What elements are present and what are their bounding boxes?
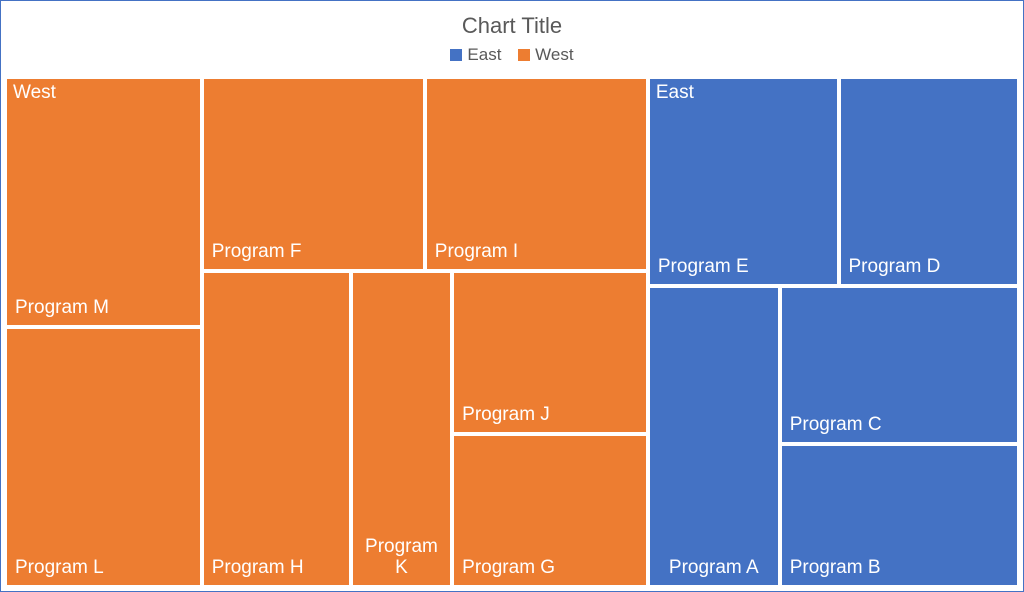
treemap-chart: Chart Title East West West Program M Progr… [0, 0, 1024, 592]
treemap-cell: Program K [351, 271, 452, 587]
legend-swatch-east [450, 49, 462, 61]
legend-label-west: West [535, 45, 573, 65]
treemap-cell: Program B [780, 444, 1019, 587]
treemap-cell: Program J [452, 271, 648, 434]
legend-label-east: East [467, 45, 501, 65]
treemap-cell: Program F [202, 77, 425, 271]
treemap-group-label: West [13, 83, 56, 104]
treemap-cell: East Program E [648, 77, 839, 286]
chart-title: Chart Title [1, 1, 1023, 39]
legend-swatch-west [518, 49, 530, 61]
treemap-cell-label: Program G [458, 558, 559, 579]
treemap-cell-label: Program F [208, 242, 306, 263]
treemap-cell-label: Program E [654, 257, 753, 278]
treemap-cell: Program H [202, 271, 351, 587]
treemap-group-label: East [656, 83, 694, 104]
treemap-cell: Program I [425, 77, 648, 271]
treemap-cell: Program C [780, 286, 1019, 444]
treemap-cell-label: Program A [650, 558, 778, 579]
legend-item-east: East [450, 45, 501, 65]
treemap-cell-label: Program H [208, 558, 308, 579]
treemap-cell-label: Program K [353, 537, 450, 579]
treemap-cell-label: Program D [845, 257, 945, 278]
treemap-cell-label: Program I [431, 242, 522, 263]
treemap-cell-label: Program L [11, 558, 108, 579]
treemap-cell-label: Program J [458, 405, 554, 426]
treemap-cell: Program L [5, 327, 202, 587]
treemap-cell: Program D [839, 77, 1019, 286]
treemap-cell: Program G [452, 434, 648, 587]
treemap-plot-area: West Program M Program L Program F Program I… [5, 77, 1019, 587]
treemap-cell: Program A [648, 286, 780, 587]
treemap-cell-label: Program C [786, 415, 886, 436]
treemap-cell-label: Program M [11, 298, 113, 319]
legend: East West [1, 45, 1023, 66]
treemap-cell: West Program M [5, 77, 202, 327]
legend-item-west: West [518, 45, 573, 65]
treemap-cell-label: Program B [786, 558, 885, 579]
